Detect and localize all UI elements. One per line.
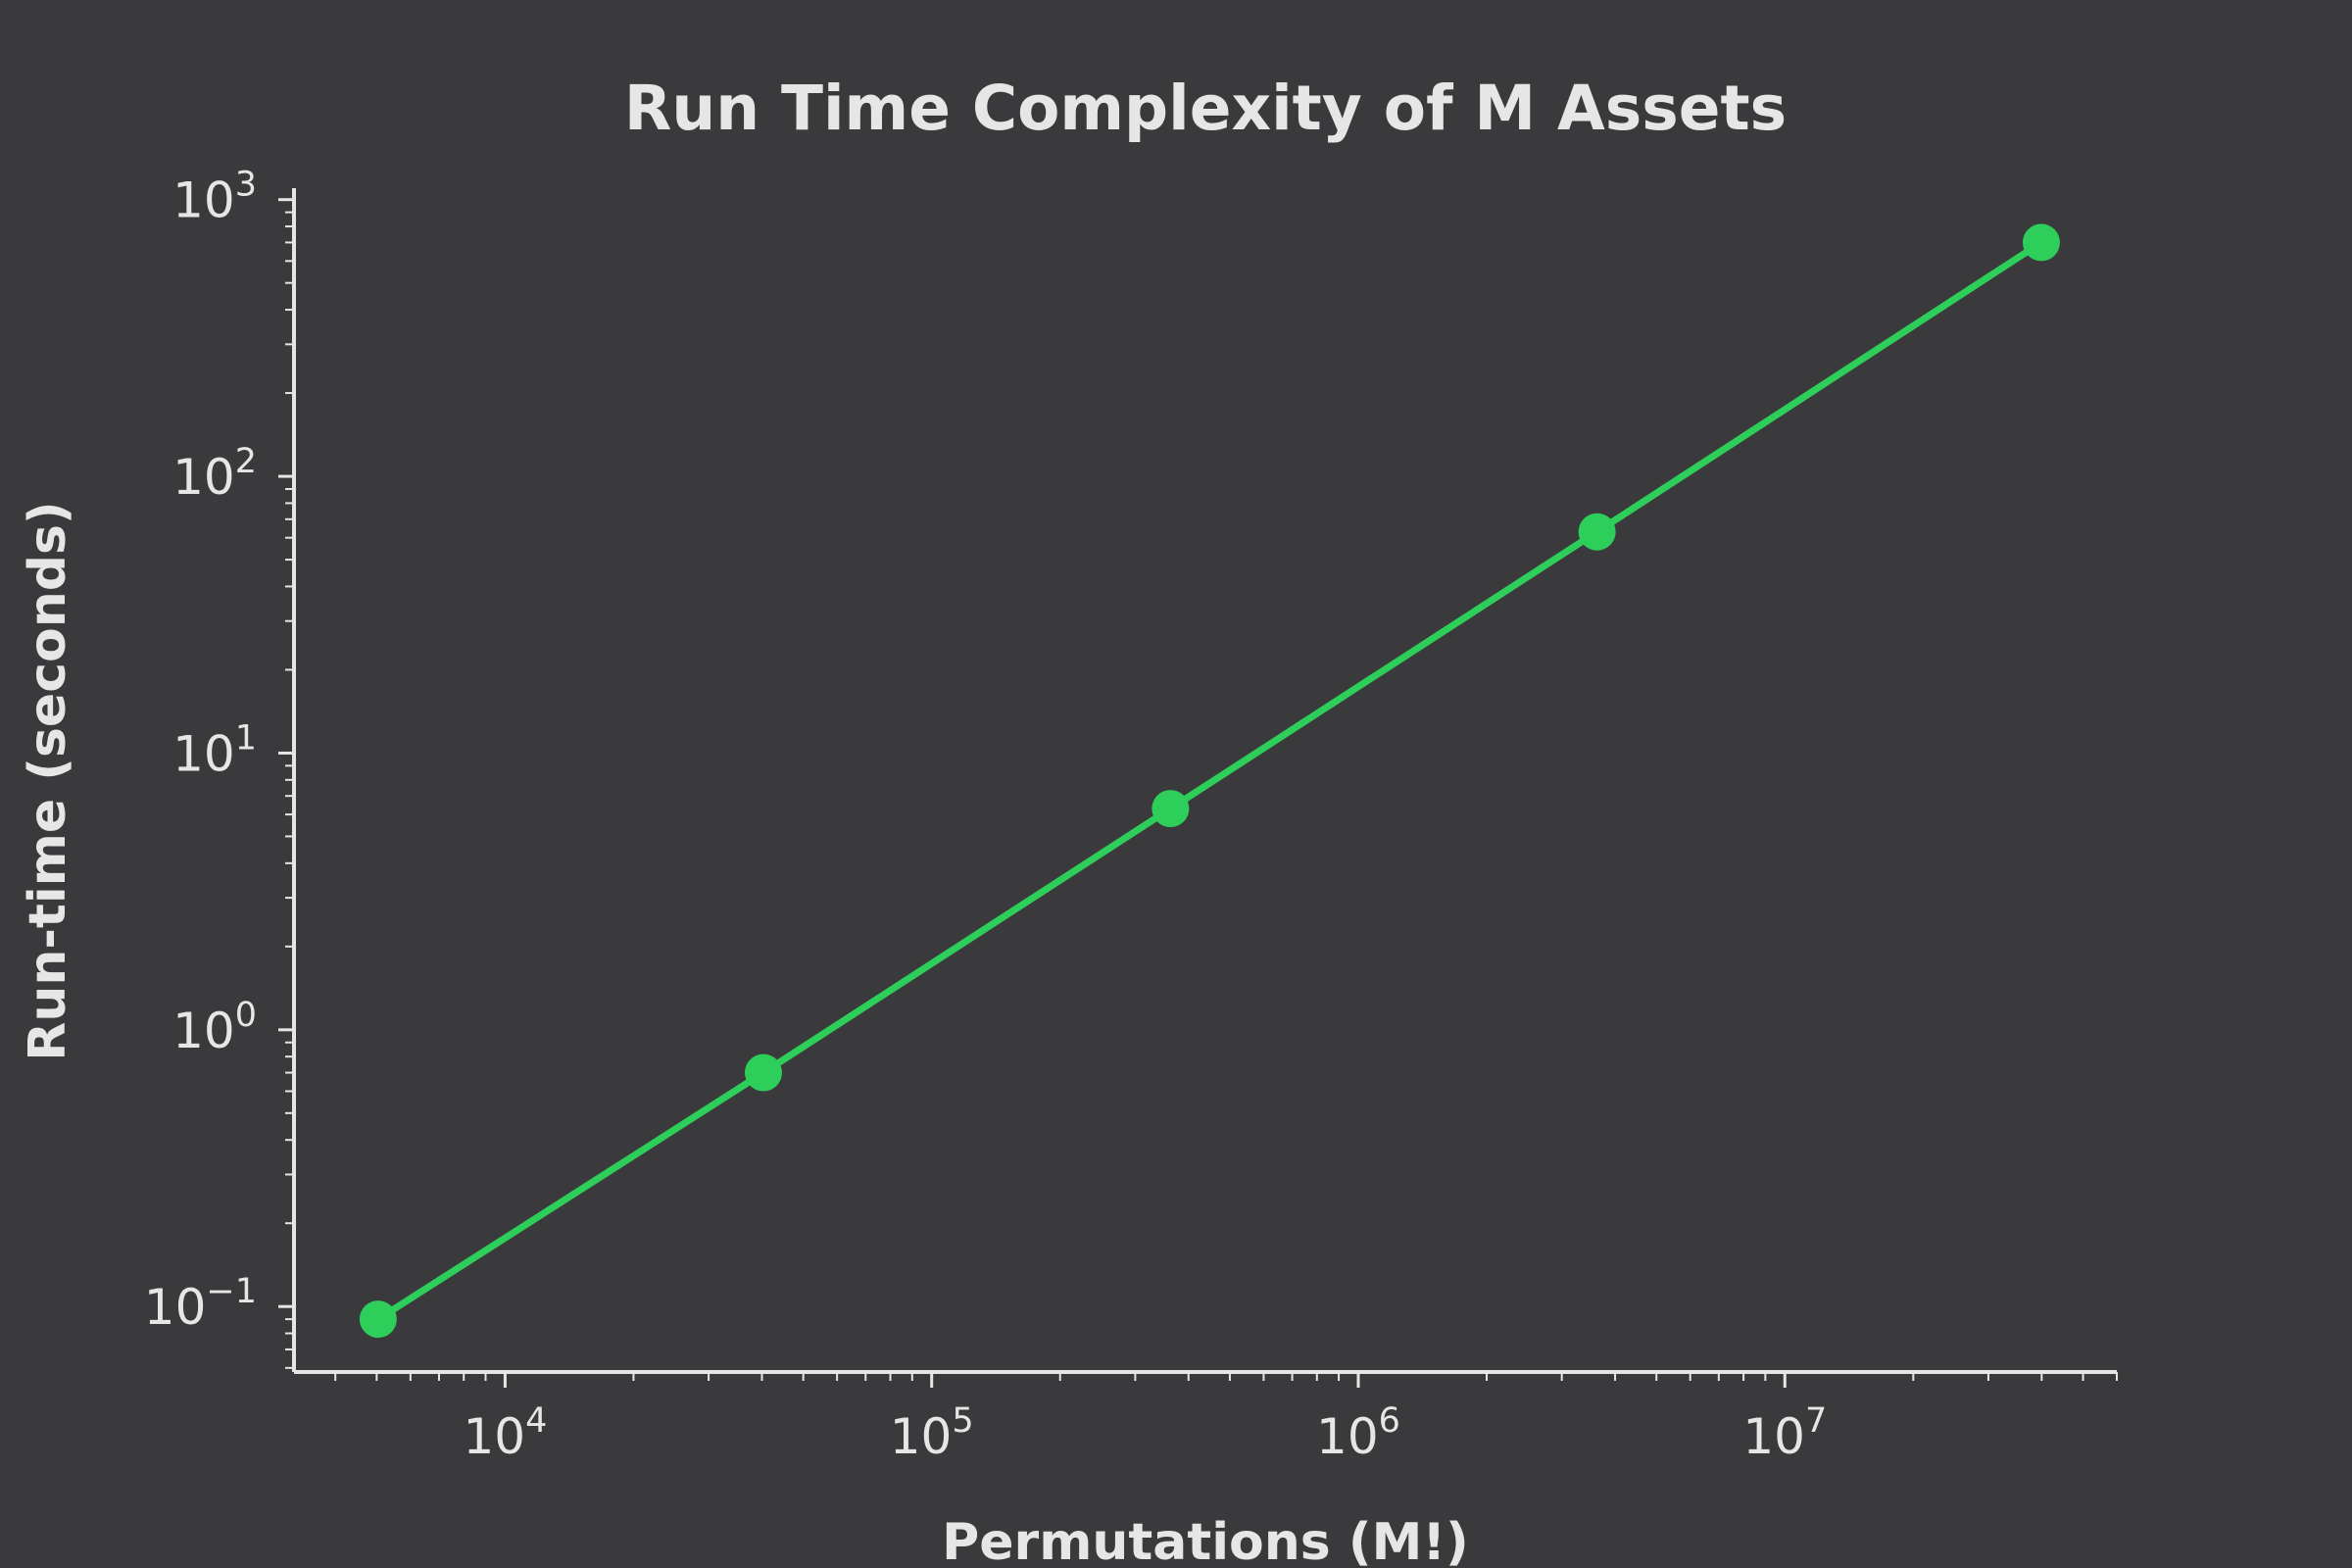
x-tick-label: 107	[1742, 1401, 1827, 1465]
data-point	[744, 1054, 782, 1092]
x-tick-label: 105	[890, 1401, 974, 1465]
y-axis-label: Run-time (seconds)	[19, 501, 77, 1060]
data-point	[1578, 513, 1616, 551]
x-axis-label: Permutations (M!)	[942, 1513, 1469, 1568]
y-tick-label: 102	[172, 442, 257, 506]
data-point	[359, 1300, 397, 1339]
x-tick-label: 104	[463, 1401, 547, 1465]
series-layer	[359, 223, 2060, 1339]
series-line	[376, 239, 2043, 1323]
data-point	[1152, 790, 1190, 828]
y-tick-label: 103	[172, 166, 257, 229]
y-tick-label: 101	[172, 718, 257, 782]
y-tick-label: 100	[172, 996, 257, 1059]
y-tick-label: 10−1	[144, 1272, 257, 1336]
x-tick-label: 106	[1316, 1401, 1400, 1465]
axes: 104 105 106 107 10−1 100 101 102 103	[144, 166, 2118, 1465]
chart-title: Run Time Complexity of M Assets	[624, 73, 1787, 144]
data-point	[2022, 223, 2060, 262]
